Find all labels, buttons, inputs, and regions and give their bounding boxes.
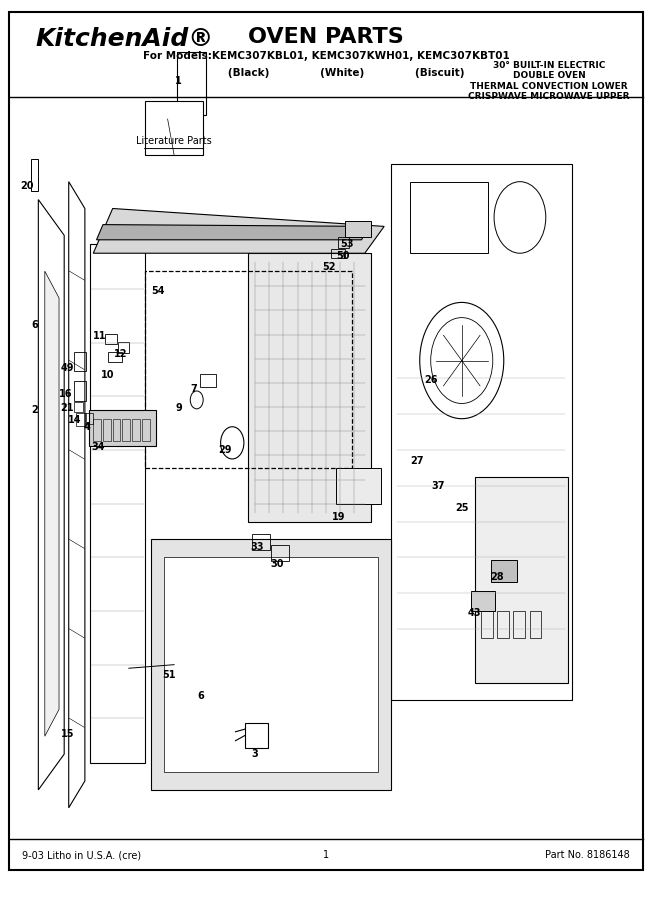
Circle shape — [190, 391, 203, 409]
Text: Literature Parts: Literature Parts — [136, 137, 212, 147]
Bar — [177, 52, 207, 114]
Text: 2: 2 — [32, 405, 38, 415]
Text: 7: 7 — [190, 384, 197, 394]
Bar — [103, 418, 111, 441]
Bar — [331, 248, 346, 257]
Text: 4: 4 — [83, 422, 90, 432]
Bar — [145, 101, 203, 155]
Text: For Models:KEMC307KBL01, KEMC307KWH01, KEMC307KBT01: For Models:KEMC307KBL01, KEMC307KWH01, K… — [143, 51, 509, 61]
Text: 29: 29 — [218, 445, 231, 455]
Text: 9-03 Litho in U.S.A. (cre): 9-03 Litho in U.S.A. (cre) — [22, 850, 141, 860]
Text: 6: 6 — [197, 691, 204, 701]
Text: 49: 49 — [61, 363, 74, 373]
Polygon shape — [45, 271, 59, 736]
Polygon shape — [93, 209, 384, 253]
Text: 33: 33 — [250, 542, 263, 552]
Text: 3: 3 — [252, 749, 258, 759]
Text: Part No. 8186148: Part No. 8186148 — [545, 850, 630, 860]
Text: 1: 1 — [175, 76, 182, 86]
Text: 10: 10 — [102, 370, 115, 380]
Text: 30: 30 — [271, 559, 284, 569]
Text: 6: 6 — [32, 320, 38, 329]
Bar — [410, 182, 488, 253]
Bar — [514, 611, 525, 638]
Bar — [336, 468, 381, 504]
Text: 30° BUILT-IN ELECTRIC
DOUBLE OVEN
THERMAL CONVECTION LOWER
CRISPWAVE MICROWAVE U: 30° BUILT-IN ELECTRIC DOUBLE OVEN THERMA… — [468, 61, 630, 101]
Text: 19: 19 — [332, 512, 346, 522]
Bar — [164, 557, 378, 772]
Text: 26: 26 — [424, 375, 438, 385]
Bar — [141, 418, 149, 441]
Text: OVEN PARTS: OVEN PARTS — [248, 27, 404, 47]
Bar — [200, 374, 216, 387]
Bar — [85, 413, 93, 424]
Bar — [118, 342, 130, 353]
Text: 43: 43 — [468, 608, 481, 617]
Text: 16: 16 — [59, 389, 73, 399]
Bar — [145, 271, 352, 468]
Text: 27: 27 — [409, 455, 423, 465]
Bar — [497, 611, 509, 638]
Text: 14: 14 — [68, 416, 82, 426]
Bar — [491, 560, 516, 582]
Text: 9: 9 — [175, 403, 182, 413]
Bar — [481, 611, 493, 638]
Bar — [346, 221, 371, 237]
Bar — [113, 418, 121, 441]
Bar — [132, 418, 140, 441]
Bar — [271, 544, 289, 561]
Text: 50: 50 — [336, 251, 350, 261]
Bar — [108, 352, 123, 363]
Bar — [252, 534, 270, 550]
Polygon shape — [248, 253, 371, 522]
Text: (Black)              (White)              (Biscuit): (Black) (White) (Biscuit) — [188, 68, 464, 77]
Text: 34: 34 — [92, 442, 105, 453]
Text: 53: 53 — [340, 239, 354, 249]
Polygon shape — [245, 723, 268, 748]
Text: 52: 52 — [323, 262, 336, 272]
Bar — [529, 611, 541, 638]
Bar — [31, 159, 38, 191]
Text: 1: 1 — [323, 850, 329, 860]
Bar — [74, 352, 85, 372]
Bar — [74, 381, 85, 400]
Text: 20: 20 — [21, 181, 34, 191]
Text: 28: 28 — [490, 572, 503, 582]
Bar — [74, 401, 83, 412]
Text: 51: 51 — [162, 670, 175, 680]
Polygon shape — [475, 477, 569, 682]
Bar — [338, 237, 349, 248]
Text: 15: 15 — [61, 728, 74, 739]
Polygon shape — [89, 410, 156, 446]
Polygon shape — [38, 200, 64, 790]
Bar — [76, 413, 86, 426]
Text: KitchenAid®: KitchenAid® — [35, 27, 213, 50]
Text: 54: 54 — [151, 286, 165, 296]
Bar — [471, 591, 496, 611]
Circle shape — [220, 427, 244, 459]
Text: 37: 37 — [432, 481, 445, 491]
Text: 12: 12 — [114, 349, 128, 359]
Bar — [93, 418, 101, 441]
Polygon shape — [96, 225, 368, 239]
Text: 25: 25 — [455, 503, 469, 513]
Bar — [105, 334, 117, 345]
Polygon shape — [90, 244, 145, 763]
Polygon shape — [391, 164, 572, 700]
Polygon shape — [151, 539, 391, 790]
Text: 11: 11 — [93, 330, 106, 340]
Polygon shape — [68, 182, 85, 808]
Text: 21: 21 — [61, 403, 74, 413]
Bar — [123, 418, 130, 441]
